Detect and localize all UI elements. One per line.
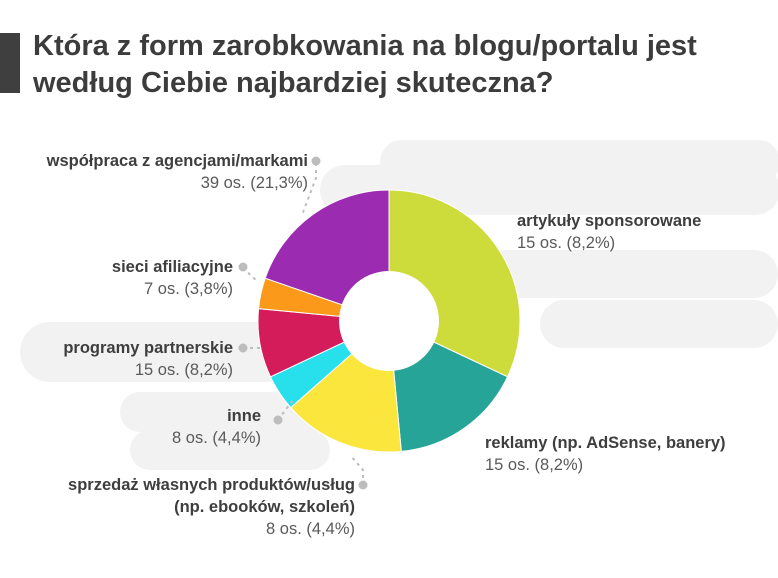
label-sprzedaz-name-line-2: (np. ebooków, szkoleń) xyxy=(174,498,355,516)
label-reklamy-value: 15 os. (8,2%) xyxy=(485,456,584,474)
label-sieci: sieci afiliacyjne 7 os. (3,8%) xyxy=(112,256,233,300)
label-artykuly: artykuły sponsorowane 15 os. (8,2%) xyxy=(517,210,701,254)
label-programy-name: programy partnerskie xyxy=(63,339,233,357)
label-reklamy-name: reklamy (np. AdSense, banery) xyxy=(485,434,726,452)
leader-lines xyxy=(242,163,364,485)
label-artykuly-name: artykuły sponsorowane xyxy=(517,212,702,230)
chart-title-line-1: Która z form zarobkowania na blogu/porta… xyxy=(33,30,697,62)
label-artykuly-value: 15 os. (8,2%) xyxy=(517,234,616,252)
title-accent-bar xyxy=(0,33,20,93)
leader-line-wspolpraca xyxy=(301,163,317,216)
leader-dot-sprzedaz xyxy=(358,480,368,490)
label-sprzedaz: sprzedaż własnych produktów/usług (np. e… xyxy=(68,474,355,540)
label-wspolpraca: współpraca z agencjami/markami 39 os. (2… xyxy=(47,150,308,194)
donut-hole xyxy=(339,271,439,371)
leader-line-sprzedaz xyxy=(349,454,364,485)
label-sieci-name: sieci afiliacyjne xyxy=(111,258,233,276)
leader-dot-programy xyxy=(238,343,248,353)
label-wspolpraca-name: współpraca z agencjami/markami xyxy=(46,152,308,170)
label-wspolpraca-value: 39 os. (21,3%) xyxy=(200,174,308,192)
leader-dots xyxy=(238,156,368,490)
label-sprzedaz-value: 8 os. (4,4%) xyxy=(266,520,355,538)
label-reklamy: reklamy (np. AdSense, banery) 15 os. (8,… xyxy=(485,432,726,476)
label-sieci-value: 7 os. (3,8%) xyxy=(144,280,233,298)
label-inne: inne 8 os. (4,4%) xyxy=(172,405,261,449)
label-inne-name: inne xyxy=(227,407,261,425)
label-sprzedaz-name-line-1: sprzedaż własnych produktów/usług xyxy=(68,476,355,494)
label-programy-value: 15 os. (8,2%) xyxy=(134,361,233,379)
leader-dot-wspolpraca xyxy=(311,156,321,166)
leader-dot-inne xyxy=(273,415,283,425)
label-inne-value: 8 os. (4,4%) xyxy=(172,429,261,447)
label-programy: programy partnerskie 15 os. (8,2%) xyxy=(63,337,233,381)
chart-title-line-2: według Ciebie najbardziej skuteczna? xyxy=(33,67,554,99)
chart-title: Która z form zarobkowania na blogu/porta… xyxy=(33,28,753,102)
leader-dot-sieci xyxy=(238,262,248,272)
